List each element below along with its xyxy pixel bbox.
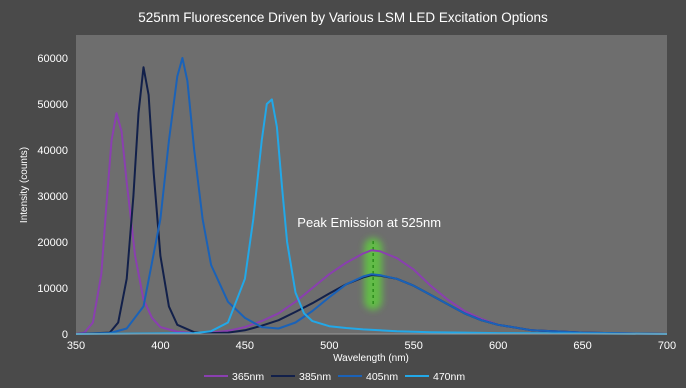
x-tick-label: 650 (573, 340, 591, 352)
series-line-405nm (75, 57, 668, 335)
y-tick-label: 40000 (37, 145, 68, 157)
x-tick-label: 500 (320, 340, 338, 352)
series-line-470nm (75, 98, 668, 335)
x-tick-label: 400 (151, 340, 169, 352)
y-tick-label: 60000 (37, 53, 68, 65)
y-tick-label: 0 (62, 329, 68, 341)
legend-label-385nm: 385nm (299, 371, 331, 383)
peak-emission-annotation: Peak Emission at 525nm (297, 215, 441, 230)
series-layer (75, 57, 668, 335)
x-tick-label: 450 (236, 340, 254, 352)
legend-label-470nm: 470nm (433, 371, 465, 383)
y-tick-label: 50000 (37, 99, 68, 111)
chart-title: 525nm Fluorescence Driven by Various LSM… (138, 10, 548, 25)
x-tick-label: 350 (67, 340, 85, 352)
x-tick-label: 700 (658, 340, 676, 352)
x-tick-label: 550 (405, 340, 423, 352)
legend-label-365nm: 365nm (232, 371, 264, 383)
y-tick-label: 30000 (37, 191, 68, 203)
y-tick-label: 10000 (37, 283, 68, 295)
y-tick-label: 20000 (37, 237, 68, 249)
legend: 365nm 385nm 405nm 470nm (204, 371, 465, 383)
x-tick-label: 600 (489, 340, 507, 352)
series-line-365nm (75, 112, 668, 335)
axes-layer: 350 400 450 500 550 600 650 700 0 10000 20000 30000… (37, 53, 676, 352)
y-axis-label: Intensity (counts) (19, 147, 30, 223)
legend-label-405nm: 405nm (366, 371, 398, 383)
x-axis-label: Wavelength (nm) (333, 353, 409, 364)
